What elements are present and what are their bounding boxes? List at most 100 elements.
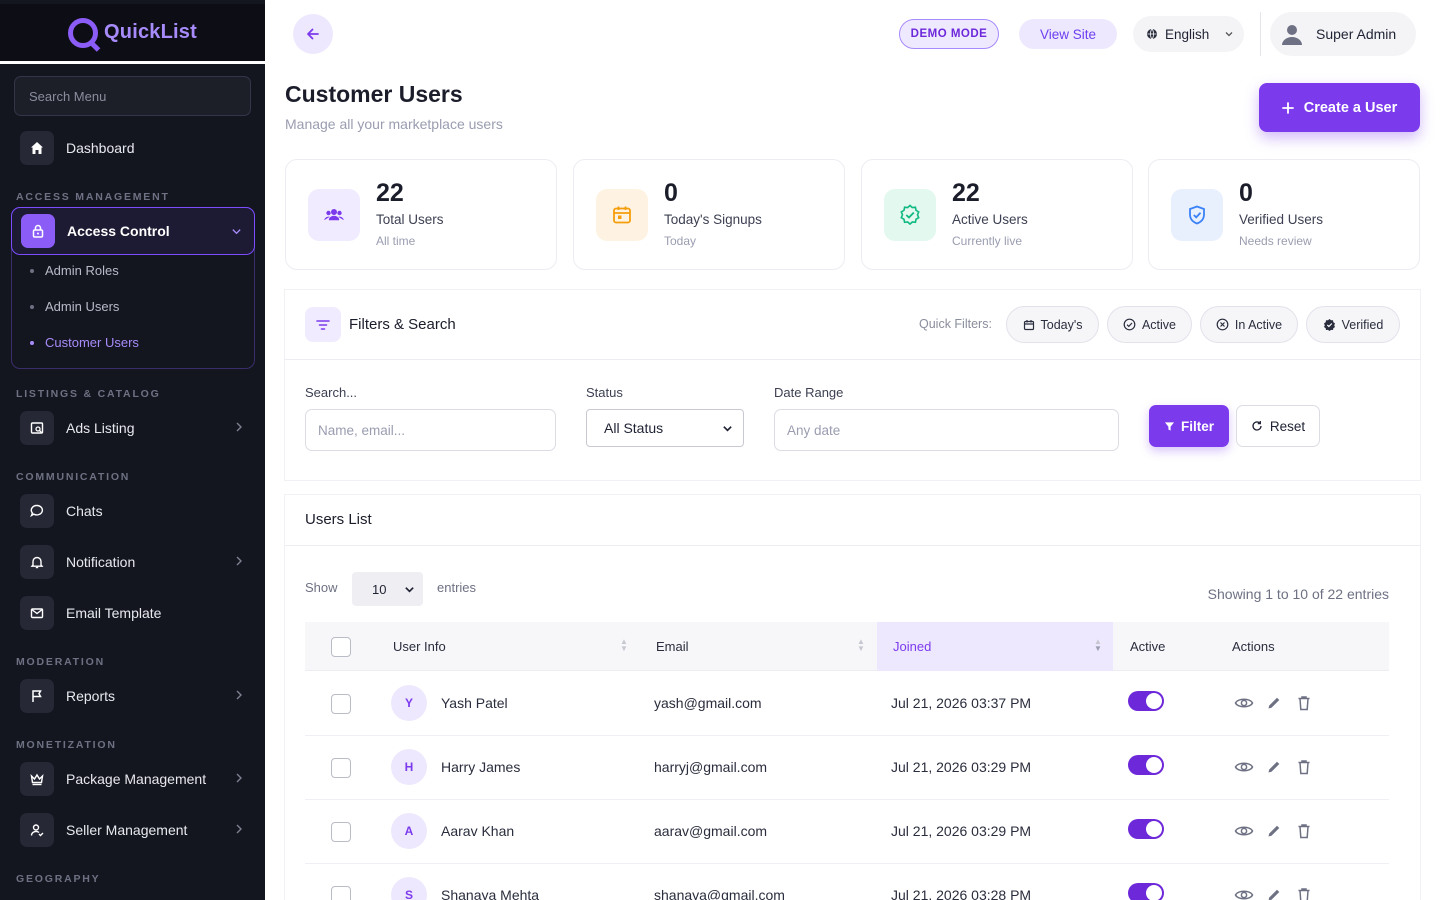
stat-note: Currently live	[952, 234, 1023, 248]
sidebar-subitem-admin-roles[interactable]: Admin Roles	[30, 263, 119, 278]
active-toggle[interactable]	[1128, 691, 1164, 711]
sort-icon: ▲ ▼	[620, 637, 628, 653]
column-label: Joined	[893, 639, 932, 654]
section-title-moderation: MODERATION	[16, 656, 105, 668]
avatar: S	[391, 877, 427, 900]
active-toggle[interactable]	[1128, 755, 1164, 775]
trash-icon[interactable]	[1294, 757, 1314, 777]
active-toggle[interactable]	[1128, 883, 1164, 900]
status-value: All Status	[604, 420, 664, 436]
row-checkbox[interactable]	[331, 758, 351, 778]
eye-icon[interactable]	[1234, 757, 1254, 777]
chevron-down-icon	[1225, 32, 1233, 37]
user-joined: Jul 21, 2026 03:29 PM	[891, 823, 1032, 839]
quick-filter-todays[interactable]: Today's	[1006, 306, 1099, 343]
sidebar-item-ads-listing[interactable]: Ads Listing	[20, 411, 250, 445]
stat-value: 0	[664, 179, 678, 207]
quick-filter-inactive[interactable]: In Active	[1200, 306, 1298, 343]
section-title-communication: COMMUNICATION	[16, 471, 131, 483]
sidebar-item-label: Reports	[66, 688, 116, 704]
sidebar-item-reports[interactable]: Reports	[20, 679, 250, 713]
sidebar-item-dashboard[interactable]: Dashboard	[20, 131, 250, 165]
view-site-button[interactable]: View Site	[1019, 19, 1117, 49]
sidebar-item-label: Chats	[66, 503, 103, 519]
user-email: aarav@gmail.com	[654, 823, 768, 839]
divider	[285, 359, 1420, 360]
row-divider	[305, 863, 1389, 864]
entries-value: 10	[372, 581, 387, 597]
eye-icon[interactable]	[1234, 821, 1254, 841]
filter-lines-icon	[305, 307, 341, 342]
trash-icon[interactable]	[1294, 885, 1314, 900]
check-circle-icon	[1123, 318, 1136, 331]
bullet-icon	[30, 268, 34, 273]
create-user-label: Create a User	[1303, 99, 1398, 116]
divider	[285, 545, 1420, 546]
user-avatar-icon	[1278, 20, 1306, 48]
row-checkbox[interactable]	[331, 822, 351, 842]
create-user-button[interactable]: Create a User	[1259, 83, 1420, 132]
pencil-icon[interactable]	[1264, 821, 1284, 841]
entries-per-page-select[interactable]: 10	[352, 572, 423, 606]
chevron-down-icon	[231, 224, 242, 240]
sidebar-item-email-template[interactable]: Email Template	[20, 596, 250, 630]
filter-button[interactable]: Filter	[1149, 405, 1229, 447]
seller-icon	[20, 813, 54, 847]
date-range-input[interactable]: Any date	[774, 409, 1119, 451]
sidebar-subitem-label: Admin Roles	[45, 263, 119, 278]
calendar-icon	[596, 189, 648, 241]
stat-label: Active Users	[952, 212, 1028, 227]
search-menu-input[interactable]: Search Menu	[14, 76, 251, 116]
status-select[interactable]: All Status	[586, 409, 744, 447]
sidebar-item-package-management[interactable]: Package Management	[20, 762, 250, 796]
search-input[interactable]: Name, email...	[305, 409, 556, 451]
quick-filter-label: Today's	[1040, 317, 1083, 332]
stat-note: Needs review	[1239, 234, 1312, 248]
sidebar-item-chats[interactable]: Chats	[20, 494, 250, 528]
quick-filter-active[interactable]: Active	[1107, 306, 1192, 343]
language-selector[interactable]: English	[1133, 16, 1244, 52]
reset-button[interactable]: Reset	[1236, 405, 1320, 447]
trash-icon[interactable]	[1294, 693, 1314, 713]
quick-filter-label: Verified	[1341, 317, 1384, 332]
pencil-icon[interactable]	[1264, 757, 1284, 777]
brand-logo[interactable]: QuickList	[0, 4, 265, 64]
chevron-right-icon	[234, 822, 244, 837]
chevron-down-icon	[723, 425, 732, 432]
sidebar-subitem-admin-users[interactable]: Admin Users	[30, 299, 119, 314]
chevron-down-icon	[405, 586, 414, 593]
row-checkbox[interactable]	[331, 694, 351, 714]
avatar: H	[391, 749, 427, 785]
eye-icon[interactable]	[1234, 693, 1254, 713]
column-header-email[interactable]: Email ▲ ▼	[638, 622, 876, 671]
sidebar-item-label: Seller Management	[66, 822, 188, 838]
column-header-joined[interactable]: Joined ▲ ▼	[877, 622, 1113, 671]
trash-icon[interactable]	[1294, 821, 1314, 841]
back-button[interactable]	[293, 14, 333, 54]
x-circle-icon	[1216, 318, 1229, 331]
sidebar-subitem-customer-users[interactable]: Customer Users	[30, 335, 139, 350]
date-range-label: Date Range	[774, 385, 844, 400]
sidebar-item-seller-management[interactable]: Seller Management	[20, 813, 250, 847]
column-header-user-info[interactable]: User Info ▲ ▼	[305, 622, 638, 671]
table-header: User Info ▲ ▼ Email ▲ ▼ Joined ▲ ▼ Active A…	[305, 622, 1389, 671]
row-checkbox[interactable]	[331, 886, 351, 900]
sidebar-item-notification[interactable]: Notification	[20, 545, 250, 579]
sidebar-subitem-label: Admin Users	[45, 299, 120, 314]
select-all-checkbox[interactable]	[331, 637, 351, 657]
profile-menu[interactable]: Super Admin	[1270, 12, 1416, 56]
page-title: Customer Users	[285, 81, 463, 107]
avatar: A	[391, 813, 427, 849]
pencil-icon[interactable]	[1264, 693, 1284, 713]
user-name: Super Admin	[1316, 26, 1397, 42]
mail-icon	[20, 596, 54, 630]
section-title-access: ACCESS MANAGEMENT	[16, 191, 170, 203]
bullet-icon	[30, 304, 34, 309]
sidebar-item-access-control[interactable]: Access Control	[11, 207, 255, 255]
stat-label: Total Users	[376, 212, 444, 227]
pencil-icon[interactable]	[1264, 885, 1284, 900]
eye-icon[interactable]	[1234, 885, 1254, 900]
active-toggle[interactable]	[1128, 819, 1164, 839]
quick-filter-verified[interactable]: Verified	[1306, 306, 1400, 343]
column-header-active: Active	[1130, 622, 1165, 671]
